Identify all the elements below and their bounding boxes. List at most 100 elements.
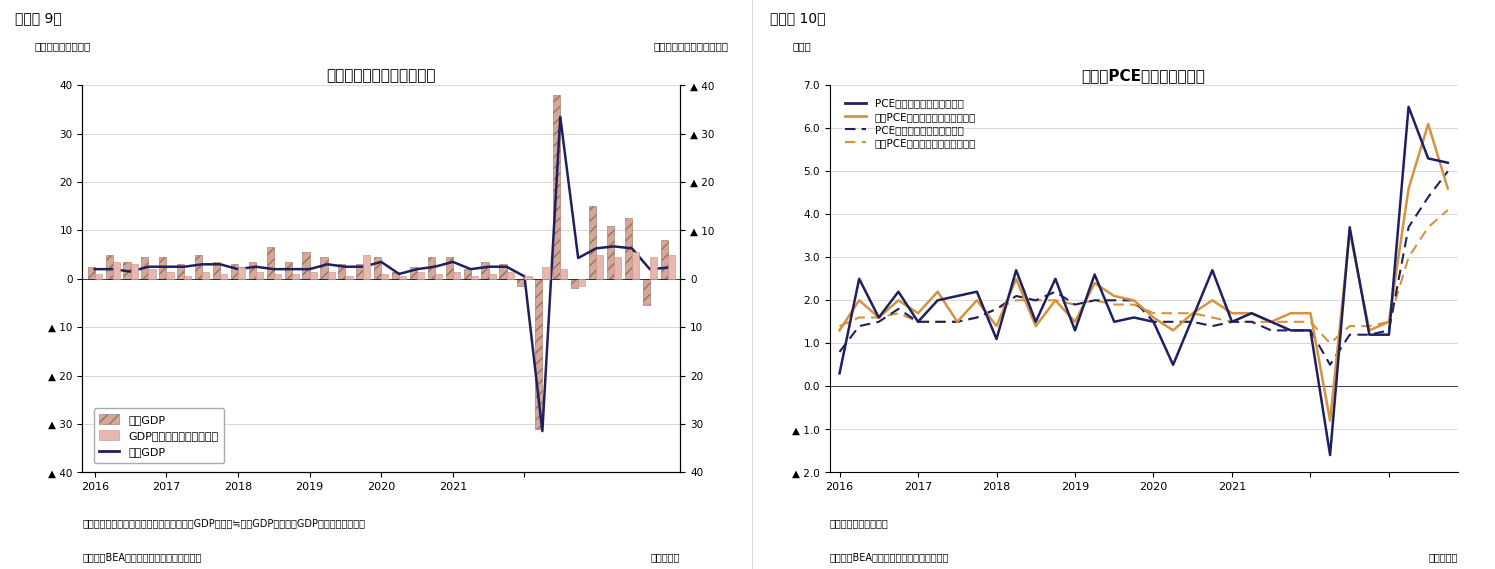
Bar: [158, 257, 166, 279]
コアPCE価格指数（前年同期比）: [1165, 310, 1183, 316]
Bar: [417, 271, 425, 279]
Text: （注）季節調整済系列の前期比年率、実質GDP伸び率≒名目GDP伸び率－GDPデフレータ伸び率: （注）季節調整済系列の前期比年率、実質GDP伸び率≒名目GDP伸び率－GDPデフ…: [82, 518, 365, 528]
Text: （四半期）: （四半期）: [1428, 552, 1458, 562]
Bar: [489, 274, 496, 279]
コアPCE価格指数（前期比年率）: [1184, 310, 1202, 316]
PCE価格指数（前年同期比）: [1145, 319, 1163, 325]
Bar: [88, 267, 94, 279]
実質GDP: [498, 263, 516, 270]
PCE価格指数（前年同期比）: [1281, 327, 1299, 334]
Line: 実質GDP: 実質GDP: [94, 117, 668, 431]
PCE価格指数（前期比年率）: [1380, 331, 1398, 338]
Bar: [106, 255, 112, 279]
PCE価格指数（前期比年率）: [1281, 327, 1299, 334]
Text: （図表 10）: （図表 10）: [770, 11, 825, 26]
実質GDP: [641, 266, 659, 273]
PCE価格指数（前期比年率）: [851, 275, 869, 282]
Bar: [446, 257, 453, 279]
Bar: [668, 255, 674, 279]
PCE価格指数（前年同期比）: [1124, 297, 1142, 304]
Bar: [561, 269, 568, 279]
PCE価格指数（前年同期比）: [1262, 327, 1280, 334]
PCE価格指数（前期比年率）: [909, 319, 927, 325]
Bar: [266, 248, 274, 279]
Bar: [238, 267, 245, 279]
Text: （図表 9）: （図表 9）: [15, 11, 61, 26]
Bar: [463, 269, 471, 279]
PCE価格指数（前年同期比）: [831, 348, 849, 355]
コアPCE価格指数（前期比年率）: [1066, 319, 1084, 325]
PCE価格指数（前年同期比）: [1184, 319, 1202, 325]
PCE価格指数（前期比年率）: [1203, 267, 1221, 274]
コアPCE価格指数（前期比年率）: [1085, 280, 1103, 287]
コアPCE価格指数（前年同期比）: [1302, 319, 1320, 325]
Bar: [292, 274, 299, 279]
Bar: [256, 271, 263, 279]
実質GDP: [408, 266, 426, 273]
Bar: [230, 265, 238, 279]
実質GDP: [390, 271, 408, 278]
実質GDP: [229, 266, 247, 273]
Bar: [525, 277, 532, 279]
PCE価格指数（前期比年率）: [1322, 452, 1340, 459]
PCE価格指数（前年同期比）: [1380, 327, 1398, 334]
Bar: [166, 271, 173, 279]
コアPCE価格指数（前年同期比）: [967, 314, 985, 321]
実質GDP: [605, 243, 623, 250]
コアPCE価格指数（前期比年率）: [851, 297, 869, 304]
Bar: [356, 265, 363, 279]
コアPCE価格指数（前期比年率）: [1027, 323, 1045, 329]
Bar: [130, 265, 138, 279]
PCE価格指数（前期比年率）: [1105, 319, 1123, 325]
PCE価格指数（前年同期比）: [1242, 319, 1260, 325]
Bar: [142, 257, 148, 279]
コアPCE価格指数（前年同期比）: [1008, 297, 1026, 304]
PCE価格指数（前期比年率）: [1008, 267, 1026, 274]
Text: （四半期）: （四半期）: [650, 552, 680, 562]
Text: （注）季節調整済系列: （注）季節調整済系列: [830, 518, 888, 528]
Bar: [435, 274, 443, 279]
Bar: [428, 257, 435, 279]
PCE価格指数（前年同期比）: [1085, 297, 1103, 304]
コアPCE価格指数（前年同期比）: [890, 310, 907, 316]
実質GDP: [516, 273, 534, 280]
PCE価格指数（前年同期比）: [948, 319, 966, 325]
Text: （％）: （％）: [792, 42, 810, 52]
PCE価格指数（前年同期比）: [1165, 319, 1183, 325]
実質GDP: [175, 263, 193, 270]
実質GDP: [462, 266, 480, 273]
Bar: [471, 277, 478, 279]
コアPCE価格指数（前年同期比）: [1262, 319, 1280, 325]
Bar: [212, 262, 220, 279]
コアPCE価格指数（前年同期比）: [1105, 301, 1123, 308]
コアPCE価格指数（前年同期比）: [909, 319, 927, 325]
実質GDP: [588, 245, 605, 251]
コアPCE価格指数（前年同期比）: [1438, 207, 1456, 213]
PCE価格指数（前年同期比）: [1105, 297, 1123, 304]
Bar: [399, 277, 407, 279]
Bar: [392, 271, 399, 279]
PCE価格指数（前期比年率）: [1184, 314, 1202, 321]
PCE価格指数（前年同期比）: [1008, 292, 1026, 299]
Bar: [274, 274, 281, 279]
Bar: [124, 262, 130, 279]
PCE価格指数（前年同期比）: [1360, 331, 1378, 338]
コアPCE価格指数（前期比年率）: [1302, 310, 1320, 316]
PCE価格指数（前期比年率）: [1027, 319, 1045, 325]
Text: （前期比年率、％）: （前期比年率、％）: [34, 42, 91, 52]
コアPCE価格指数（前期比年率）: [1262, 319, 1280, 325]
PCE価格指数（前年同期比）: [1027, 297, 1045, 304]
実質GDP: [300, 266, 318, 273]
PCE価格指数（前期比年率）: [1242, 310, 1260, 316]
コアPCE価格指数（前年同期比）: [851, 314, 869, 321]
コアPCE価格指数（前期比年率）: [1242, 310, 1260, 316]
コアPCE価格指数（前年同期比）: [928, 319, 946, 325]
Bar: [363, 255, 371, 279]
Bar: [453, 271, 460, 279]
コアPCE価格指数（前年同期比）: [1223, 319, 1241, 325]
コアPCE価格指数（前期比年率）: [1419, 121, 1437, 127]
PCE価格指数（前期比年率）: [988, 336, 1006, 343]
Line: コアPCE価格指数（前年同期比）: コアPCE価格指数（前年同期比）: [840, 210, 1447, 343]
Bar: [410, 267, 417, 279]
Bar: [327, 271, 335, 279]
